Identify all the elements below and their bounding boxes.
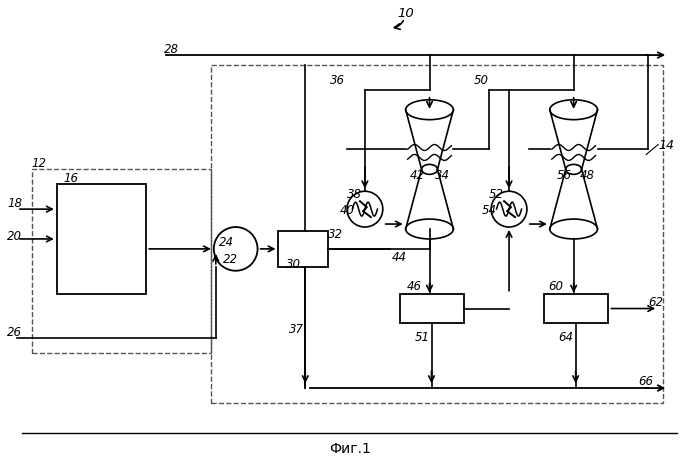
- Bar: [211, 66, 663, 403]
- Text: 32: 32: [328, 228, 343, 241]
- Text: 50: 50: [474, 74, 489, 87]
- Text: 56: 56: [556, 169, 572, 181]
- Bar: [278, 232, 328, 267]
- Text: 10: 10: [398, 7, 415, 20]
- Text: 40: 40: [340, 203, 355, 216]
- Ellipse shape: [565, 165, 582, 175]
- Text: 38: 38: [347, 188, 362, 200]
- Text: 42: 42: [410, 169, 424, 181]
- Text: 18: 18: [7, 196, 22, 209]
- Text: 20: 20: [7, 230, 22, 243]
- Text: Фиг.1: Фиг.1: [329, 441, 371, 455]
- Text: 51: 51: [415, 330, 430, 343]
- Text: 64: 64: [559, 330, 574, 343]
- Bar: [544, 294, 608, 324]
- Text: 26: 26: [7, 325, 22, 338]
- Text: 24: 24: [219, 236, 233, 249]
- Bar: [32, 170, 211, 353]
- Text: 46: 46: [407, 280, 421, 293]
- Text: 54: 54: [482, 203, 497, 216]
- Text: 44: 44: [391, 251, 407, 264]
- Bar: [57, 185, 146, 294]
- Text: 12: 12: [32, 156, 47, 169]
- Text: 22: 22: [223, 253, 238, 266]
- Text: 48: 48: [579, 169, 595, 181]
- Text: 16: 16: [64, 171, 79, 184]
- Text: 62: 62: [648, 295, 663, 308]
- Text: 37: 37: [289, 322, 304, 335]
- Text: 34: 34: [435, 169, 449, 181]
- Text: 36: 36: [330, 74, 345, 87]
- Ellipse shape: [421, 165, 438, 175]
- Text: 52: 52: [489, 188, 504, 200]
- Text: 30: 30: [287, 258, 301, 271]
- Text: 66: 66: [638, 374, 654, 387]
- Bar: [400, 294, 464, 324]
- Text: 28: 28: [164, 43, 179, 56]
- Text: 14: 14: [658, 139, 674, 152]
- Text: 60: 60: [548, 280, 563, 293]
